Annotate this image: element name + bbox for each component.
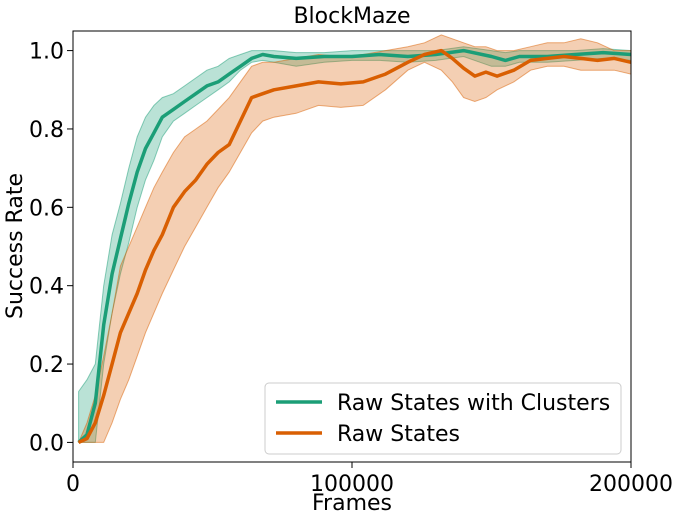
legend-label-raw-states-with-clusters: Raw States with Clusters: [337, 391, 610, 416]
legend: Raw States with Clusters Raw States: [264, 382, 622, 455]
y-tick-label: 0.6: [29, 196, 64, 221]
y-axis-ticks: 0.0 0.2 0.4 0.6 0.8 1.0: [29, 40, 73, 456]
legend-box: [264, 382, 622, 455]
line-raw-states-with-clusters: [77, 48, 632, 444]
y-tick-label: 0.0: [29, 431, 64, 456]
x-tick-label: 0: [66, 472, 80, 497]
line-raw-states: [77, 48, 632, 444]
y-tick-label: 0.2: [29, 353, 64, 378]
legend-label-raw-states: Raw States: [337, 422, 460, 447]
x-tick-label: 100000: [310, 472, 394, 497]
y-tick-label: 1.0: [29, 40, 64, 65]
y-axis-label: Success Rate: [3, 173, 28, 319]
x-tick-label: 200000: [589, 472, 673, 497]
chart-title: BlockMaze: [293, 4, 410, 29]
x-axis-label: Frames: [312, 491, 392, 516]
series-lines: [77, 48, 632, 444]
y-tick-label: 0.4: [29, 275, 64, 300]
x-axis-ticks: 0 100000 200000: [66, 462, 673, 497]
y-tick-label: 0.8: [29, 118, 64, 143]
